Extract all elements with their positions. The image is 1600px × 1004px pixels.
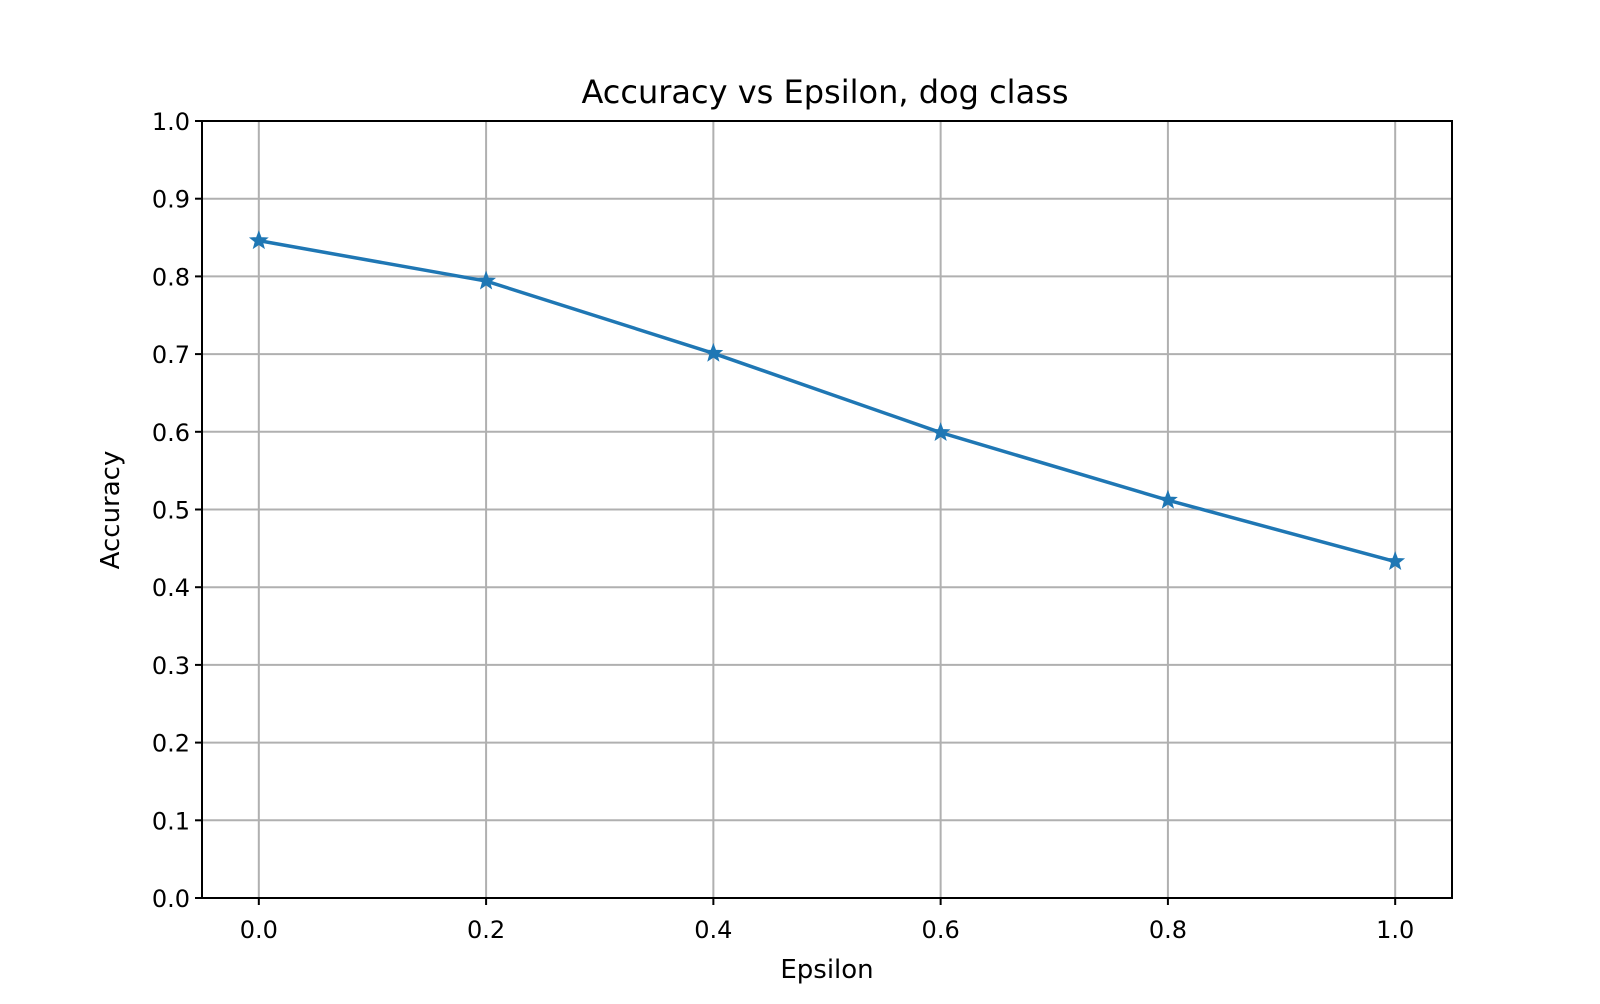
- x-axis-label: Epsilon: [780, 955, 873, 985]
- x-tick-label: 0.4: [694, 916, 732, 944]
- x-tick-label: 0.6: [922, 916, 960, 944]
- x-tick-label: 0.8: [1149, 916, 1187, 944]
- y-tick-label: 1.0: [152, 108, 190, 136]
- data-point-star-marker: [703, 342, 724, 362]
- y-tick-label: 0.1: [152, 807, 190, 835]
- grid-layer: [202, 120, 1452, 899]
- y-tick-label: 0.0: [152, 885, 190, 913]
- data-point-star-marker: [476, 270, 496, 290]
- y-tick-label: 0.6: [152, 419, 190, 447]
- x-tick-label: 0.0: [240, 916, 278, 944]
- y-axis-label: Accuracy: [96, 451, 126, 570]
- data-point-star-marker: [1158, 489, 1178, 509]
- y-tick-label: 0.8: [152, 263, 190, 291]
- plot-area-frame: [201, 120, 1453, 899]
- chart-title: Accuracy vs Epsilon, dog class: [581, 73, 1068, 111]
- series-line: [257, 238, 1397, 564]
- y-tick-label: 0.4: [152, 574, 190, 602]
- x-tick-label: 0.2: [467, 916, 505, 944]
- x-tick-label: 1.0: [1376, 916, 1414, 944]
- y-tick-label: 0.9: [152, 186, 190, 214]
- y-tick-label: 0.7: [152, 341, 190, 369]
- data-point-star-marker: [930, 422, 951, 442]
- data-point-star-marker: [248, 230, 269, 250]
- ticks-layer: 0.0 0.2 0.4 0.6 0.8 1.0 0.0 0.1 0.2 0.3 0.4 0.5 0.6 0…: [152, 108, 1414, 944]
- y-tick-label: 0.2: [152, 730, 190, 758]
- y-tick-label: 0.3: [152, 652, 190, 680]
- data-point-star-marker: [1385, 551, 1406, 570]
- y-tick-label: 0.5: [152, 497, 190, 525]
- series-layer: [248, 230, 1406, 570]
